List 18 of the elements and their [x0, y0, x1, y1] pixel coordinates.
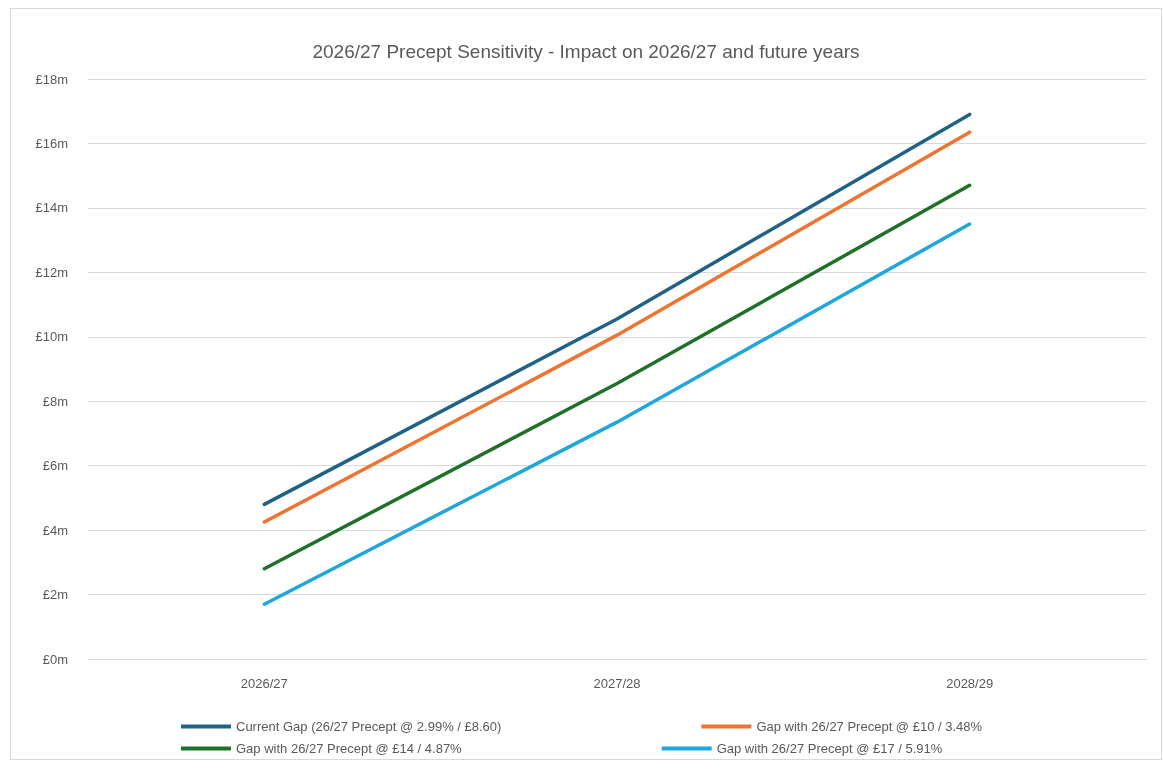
y-tick-label: £12m: [35, 264, 68, 280]
legend-label: Gap with 26/27 Precept @ £14 / 4.87%: [236, 741, 463, 756]
legend-label: Gap with 26/27 Precept @ £17 / 5.91%: [716, 741, 943, 756]
y-tick-label: £0m: [42, 651, 68, 667]
y-tick-label: £18m: [35, 71, 68, 87]
legend-label: Current Gap (26/27 Precept @ 2.99% / £8.60): [236, 719, 502, 734]
legend-label: Gap with 26/27 Precept @ £10 / 3.48%: [756, 719, 983, 734]
y-tick-label: £16m: [35, 135, 68, 151]
y-tick-label: £8m: [42, 393, 68, 409]
x-tick-label: 2028/29: [946, 676, 994, 691]
y-tick-label: £4m: [42, 522, 68, 538]
y-tick-label: £2m: [42, 587, 68, 603]
chart-title: 2026/27 Precept Sensitivity - Impact on 2026/27 and future years: [312, 41, 860, 62]
y-tick-label: £6m: [42, 458, 68, 474]
y-tick-label: £14m: [35, 200, 68, 216]
x-tick-label: 2026/27: [240, 676, 288, 691]
x-tick-label: 2027/28: [593, 676, 641, 691]
y-tick-label: £10m: [35, 329, 68, 345]
